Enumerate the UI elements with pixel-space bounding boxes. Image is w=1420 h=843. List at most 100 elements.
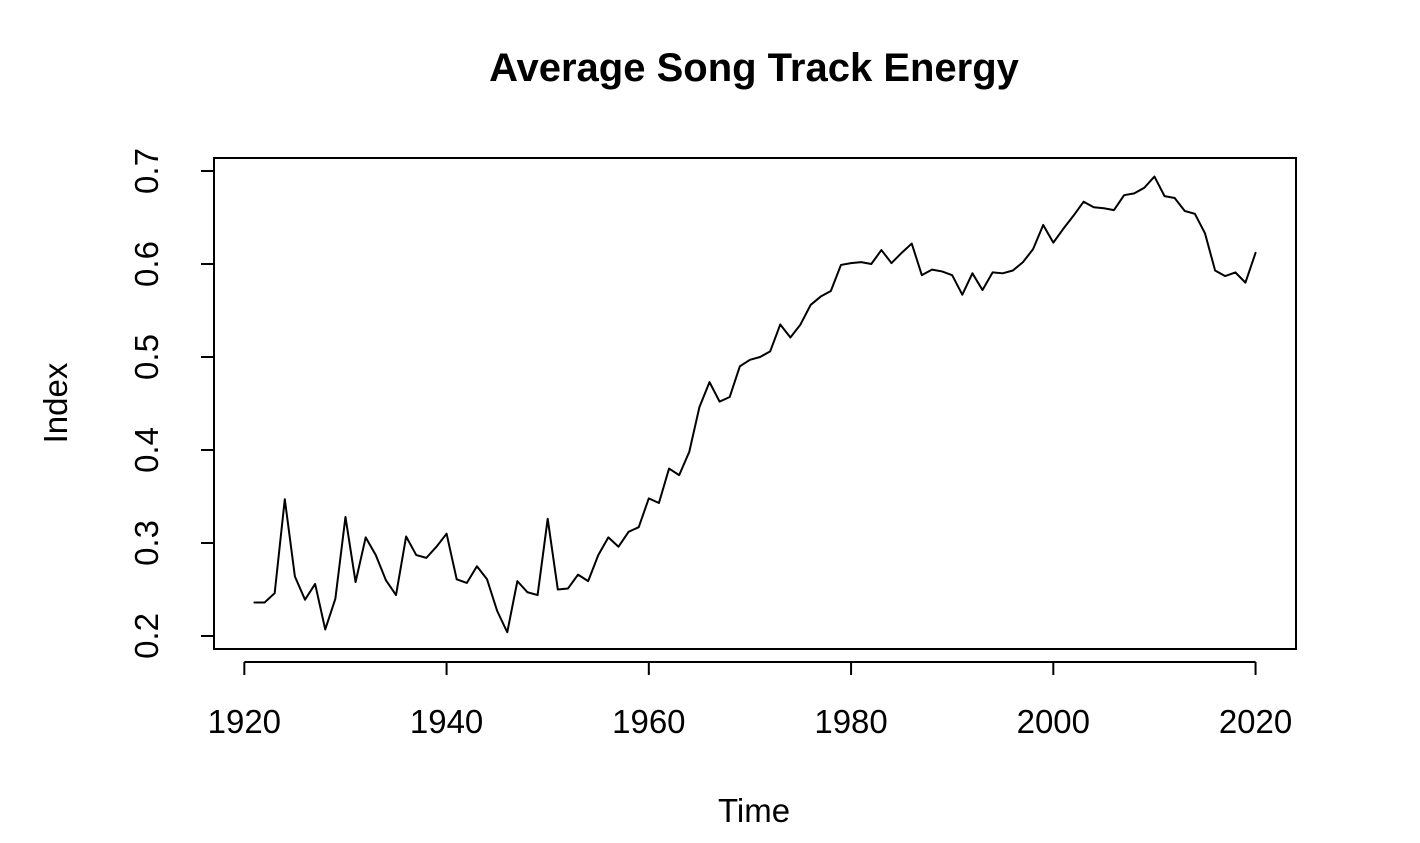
data-point xyxy=(789,336,791,338)
data-point xyxy=(688,451,690,453)
data-point xyxy=(810,304,812,306)
data-point xyxy=(415,554,417,556)
data-point xyxy=(435,546,437,548)
data-point xyxy=(698,406,700,408)
data-point xyxy=(1184,210,1186,212)
data-point xyxy=(971,272,973,274)
data-point xyxy=(820,296,822,298)
data-point xyxy=(344,516,346,518)
data-point xyxy=(456,578,458,580)
data-point xyxy=(526,591,528,593)
data-point xyxy=(1093,206,1095,208)
data-point xyxy=(1073,215,1075,217)
data-point xyxy=(294,575,296,577)
data-point xyxy=(1244,282,1246,284)
data-point xyxy=(961,294,963,296)
data-point xyxy=(476,565,478,567)
data-point xyxy=(931,269,933,271)
x-tick-label: 2020 xyxy=(1219,703,1292,740)
data-point xyxy=(850,262,852,264)
y-tick-label: 0.6 xyxy=(128,241,165,287)
data-point xyxy=(648,497,650,499)
data-point xyxy=(729,396,731,398)
data-point xyxy=(658,502,660,504)
data-point xyxy=(365,536,367,538)
data-point xyxy=(1194,213,1196,215)
data-point xyxy=(537,594,539,596)
y-axis: 0.2 0.3 0.4 0.5 0.6 0.7 xyxy=(128,148,215,659)
data-point xyxy=(628,531,630,533)
data-point xyxy=(1012,270,1014,272)
x-tick-label: 1980 xyxy=(814,703,887,740)
data-point xyxy=(1062,228,1064,230)
data-point xyxy=(466,582,468,584)
data-point xyxy=(274,592,276,594)
data-point xyxy=(314,583,316,585)
y-tick-label: 0.4 xyxy=(128,427,165,473)
data-point xyxy=(334,598,336,600)
data-point xyxy=(1103,207,1105,209)
data-point xyxy=(516,580,518,582)
data-point xyxy=(1224,275,1226,277)
data-point xyxy=(567,588,569,590)
data-point xyxy=(253,602,255,604)
chart-title: Average Song Track Energy xyxy=(489,46,1020,90)
data-point xyxy=(779,323,781,325)
data-point xyxy=(668,468,670,470)
x-axis-title: Time xyxy=(718,792,790,829)
data-point xyxy=(860,261,862,263)
data-point xyxy=(1174,197,1176,199)
x-tick-label: 2000 xyxy=(1017,703,1090,740)
data-point xyxy=(911,243,913,245)
data-point xyxy=(759,356,761,358)
y-tick-label: 0.3 xyxy=(128,520,165,566)
data-point xyxy=(1002,272,1004,274)
data-point xyxy=(557,588,559,590)
data-point xyxy=(607,536,609,538)
data-point xyxy=(284,498,286,500)
data-point xyxy=(395,594,397,596)
data-point xyxy=(1123,194,1125,196)
data-point xyxy=(264,602,266,604)
data-point xyxy=(830,290,832,292)
data-point xyxy=(446,533,448,535)
data-point xyxy=(1133,192,1135,194)
x-axis: 1920 1940 1960 1980 2000 2020 xyxy=(208,661,1292,740)
data-point xyxy=(1113,209,1115,211)
data-point xyxy=(1255,252,1257,254)
data-point xyxy=(375,554,377,556)
data-point xyxy=(921,274,923,276)
data-point xyxy=(951,274,953,276)
data-point xyxy=(769,350,771,352)
data-point xyxy=(941,270,943,272)
data-point xyxy=(840,264,842,266)
data-point xyxy=(547,518,549,520)
data-point xyxy=(719,401,721,403)
data-point xyxy=(1143,187,1145,189)
data-point xyxy=(587,580,589,582)
data-point xyxy=(425,557,427,559)
data-point xyxy=(577,574,579,576)
data-point xyxy=(486,578,488,580)
data-point xyxy=(891,262,893,264)
data-points xyxy=(253,176,1256,634)
data-point xyxy=(901,252,903,254)
y-tick-label: 0.7 xyxy=(128,148,165,194)
data-point xyxy=(496,610,498,612)
data-point xyxy=(405,535,407,537)
data-point xyxy=(506,631,508,633)
data-point xyxy=(638,526,640,528)
data-point xyxy=(800,323,802,325)
data-point xyxy=(355,581,357,583)
data-point xyxy=(1204,232,1206,234)
data-point xyxy=(304,599,306,601)
data-point xyxy=(385,579,387,581)
y-axis-title: Index xyxy=(37,362,74,443)
data-point xyxy=(709,381,711,383)
data-point xyxy=(1032,248,1034,250)
data-point xyxy=(1153,176,1155,178)
y-tick-label: 0.2 xyxy=(128,613,165,659)
y-tick-label: 0.5 xyxy=(128,334,165,380)
